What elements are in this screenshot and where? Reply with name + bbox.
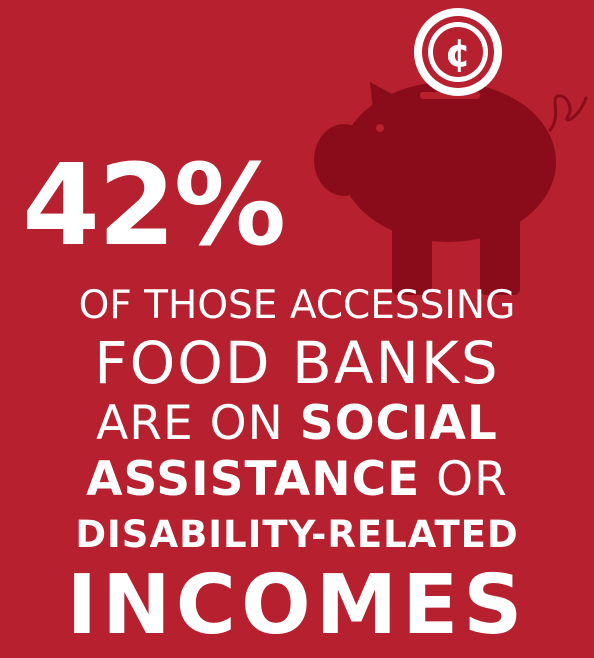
text-or: OR <box>436 452 508 507</box>
line-disability-related: DISABILITY-RELATED <box>75 513 519 556</box>
line-assistance-or: ASSISTANCE OR <box>0 456 594 503</box>
cent-coin-icon: ¢ <box>414 8 502 96</box>
line-of-those-accessing: OF THOSE ACCESSING <box>78 283 516 328</box>
line-are-on-social: ARE ON SOCIAL <box>0 400 594 447</box>
cent-symbol: ¢ <box>445 31 471 75</box>
text-assistance: ASSISTANCE <box>86 452 421 507</box>
text-social: SOCIAL <box>299 396 498 451</box>
line-incomes: INCOMES <box>66 558 528 653</box>
headline-stat: 42% <box>22 141 286 271</box>
piggy-bank-icon: ¢ <box>314 8 588 295</box>
text-are-on: ARE ON <box>96 396 284 451</box>
line-food-banks: FOOD BANKS <box>94 329 500 397</box>
